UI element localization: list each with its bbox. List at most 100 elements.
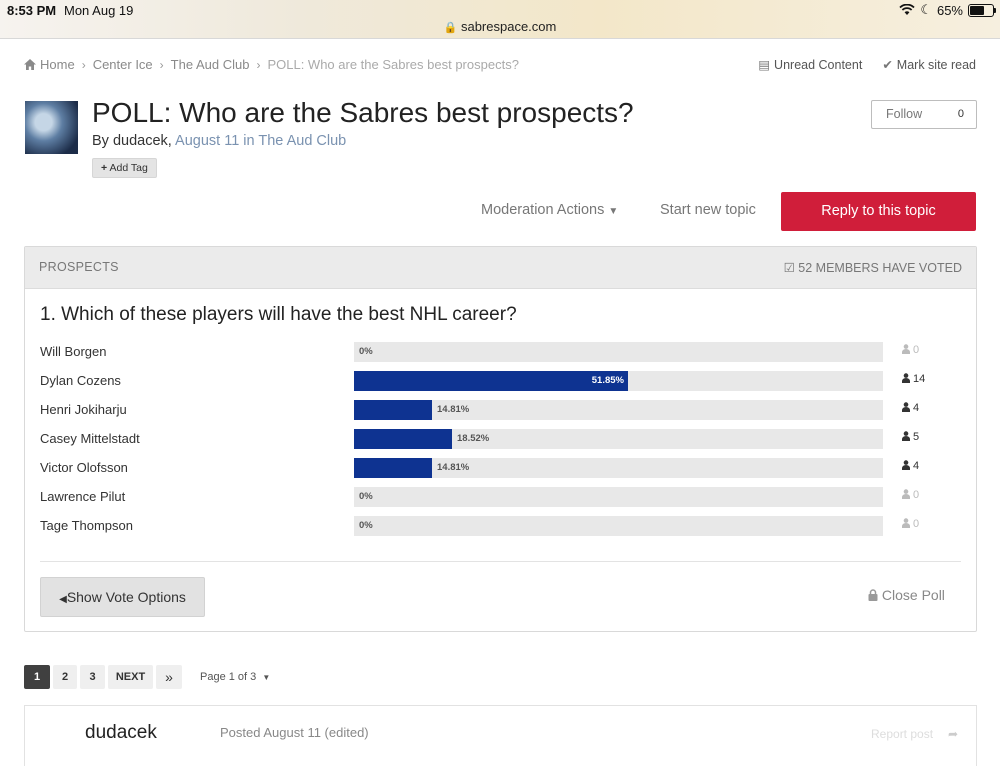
poll-percent-label: 51.85% bbox=[591, 375, 624, 386]
poll-option-name: Lawrence Pilut bbox=[40, 489, 126, 504]
poll-option-row: Henri Jokiharju 14.81% 4 bbox=[40, 400, 970, 420]
home-icon[interactable] bbox=[24, 59, 36, 70]
topic-byline: By dudacek, August 11 in The Aud Club bbox=[92, 133, 347, 149]
plus-icon: + bbox=[101, 162, 108, 174]
post-author[interactable]: dudacek bbox=[85, 722, 157, 743]
poll-option-row: Casey Mittelstadt 18.52% 5 bbox=[40, 429, 970, 449]
chevron-right-icon: › bbox=[159, 57, 164, 72]
breadcrumb-center-ice[interactable]: Center Ice bbox=[92, 57, 153, 72]
author-link[interactable]: dudacek bbox=[112, 133, 168, 149]
poll-header: PROSPECTS ☑ 52 MEMBERS HAVE VOTED bbox=[25, 247, 976, 289]
next-page-button[interactable]: NEXT bbox=[108, 665, 153, 689]
poll-percent-label: 18.52% bbox=[457, 433, 490, 444]
address-bar[interactable]: 🔒 sabrespace.com bbox=[0, 19, 1000, 34]
poll-option-row: Lawrence Pilut 0% 0 bbox=[40, 487, 970, 507]
poll-percent-label: 0% bbox=[359, 346, 373, 357]
poll-bar-fill bbox=[354, 429, 452, 449]
poll-bar-track: 0% bbox=[354, 516, 883, 536]
post-date: Posted August 11 (edited) bbox=[220, 725, 369, 740]
poll-bar-fill bbox=[354, 400, 432, 420]
poll-percent-label: 14.81% bbox=[437, 404, 470, 415]
divider bbox=[40, 561, 961, 562]
poll-option-name: Will Borgen bbox=[40, 344, 107, 359]
poll-vote-count: 0 bbox=[902, 489, 919, 501]
poll-vote-count: 5 bbox=[902, 431, 919, 443]
user-icon bbox=[902, 373, 913, 385]
poll-option-row: Dylan Cozens 51.85% 14 bbox=[40, 371, 970, 391]
poll-title: PROSPECTS bbox=[39, 260, 119, 274]
reply-button[interactable]: Reply to this topic bbox=[781, 192, 976, 231]
follow-button[interactable]: Follow 0 bbox=[871, 100, 977, 129]
user-icon bbox=[902, 431, 913, 443]
poll-vote-number: 4 bbox=[913, 402, 920, 414]
breadcrumb-aud-club[interactable]: The Aud Club bbox=[170, 57, 250, 72]
poll-vote-number: 4 bbox=[913, 460, 920, 472]
poll-vote-number: 0 bbox=[913, 518, 920, 530]
poll-vote-count: 4 bbox=[902, 402, 919, 414]
poll-option-name: Tage Thompson bbox=[40, 518, 133, 533]
poll-vote-count: 0 bbox=[902, 344, 919, 356]
status-date: Mon Aug 19 bbox=[64, 3, 134, 18]
caret-left-icon: ◀ bbox=[59, 594, 67, 605]
unread-content-link[interactable]: ▤ Unread Content bbox=[758, 58, 863, 72]
battery-icon bbox=[968, 3, 996, 17]
author-avatar[interactable] bbox=[25, 101, 78, 154]
post-container bbox=[24, 705, 977, 766]
caret-down-icon: ▼ bbox=[608, 206, 619, 217]
page-1-button[interactable]: 1 bbox=[24, 665, 50, 689]
poll-question: 1. Which of these players will have the … bbox=[40, 304, 517, 325]
poll-option-row: Will Borgen 0% 0 bbox=[40, 342, 970, 362]
status-time: 8:53 PM bbox=[7, 3, 57, 18]
poll-bar-track: 0% bbox=[354, 487, 883, 507]
breadcrumb: Home › Center Ice › The Aud Club › POLL:… bbox=[24, 57, 519, 72]
poll-bar-track: 51.85% bbox=[354, 371, 883, 391]
poll-percent-label: 0% bbox=[359, 491, 373, 502]
breadcrumb-home[interactable]: Home bbox=[40, 57, 75, 72]
status-bar: 8:53 PM Mon Aug 19 🔒 sabrespace.com ☾ 65… bbox=[0, 0, 1000, 39]
page-jump-dropdown[interactable]: Page 1 of 3 ▼ bbox=[200, 671, 271, 683]
top-actions: ▤ Unread Content ✔ Mark site read bbox=[758, 57, 976, 72]
caret-down-icon: ▼ bbox=[262, 673, 271, 682]
poll-option-row: Tage Thompson 0% 0 bbox=[40, 516, 970, 536]
wifi-icon bbox=[899, 4, 915, 16]
poll-bar-track: 18.52% bbox=[354, 429, 883, 449]
last-page-button[interactable]: » bbox=[156, 665, 182, 689]
show-vote-options-button[interactable]: ◀Show Vote Options bbox=[40, 577, 205, 617]
poll-option-name: Casey Mittelstadt bbox=[40, 431, 140, 446]
lock-icon bbox=[868, 587, 882, 603]
report-post-link[interactable]: Report post bbox=[871, 727, 934, 741]
page-2-button[interactable]: 2 bbox=[53, 665, 77, 689]
poll-bar-fill bbox=[354, 458, 432, 478]
user-icon bbox=[902, 344, 913, 356]
checkbox-icon: ☑ bbox=[783, 261, 795, 275]
poll-vote-count: 0 bbox=[902, 518, 919, 530]
poll-option-name: Dylan Cozens bbox=[40, 373, 121, 388]
poll-vote-count: 14 bbox=[902, 373, 925, 385]
chevron-right-icon: › bbox=[256, 57, 261, 72]
page-title: POLL: Who are the Sabres best prospects? bbox=[92, 97, 634, 128]
poll-option-row: Victor Olofsson 14.81% 4 bbox=[40, 458, 970, 478]
topic-date: August 11 bbox=[175, 133, 240, 149]
page-3-button[interactable]: 3 bbox=[80, 665, 105, 689]
url-text: sabrespace.com bbox=[460, 19, 557, 34]
poll-vote-number: 0 bbox=[913, 344, 920, 356]
poll-option-name: Victor Olofsson bbox=[40, 460, 128, 475]
forum-link[interactable]: The Aud Club bbox=[258, 133, 347, 149]
newspaper-icon: ▤ bbox=[758, 58, 771, 72]
close-poll-button[interactable]: Close Poll bbox=[868, 587, 945, 603]
add-tag-button[interactable]: + Add Tag bbox=[92, 158, 157, 178]
battery-percent: 65% bbox=[936, 2, 963, 18]
share-icon[interactable]: ➦ bbox=[948, 727, 959, 741]
poll-vote-number: 14 bbox=[913, 373, 926, 385]
start-new-topic-button[interactable]: Start new topic bbox=[660, 202, 756, 218]
lock-icon: 🔒 bbox=[443, 22, 458, 34]
poll-bar-track: 0% bbox=[354, 342, 883, 362]
poll-vote-count: ☑ 52 MEMBERS HAVE VOTED bbox=[783, 261, 962, 275]
poll-percent-label: 14.81% bbox=[437, 462, 470, 473]
mark-site-read-link[interactable]: ✔ Mark site read bbox=[882, 58, 976, 72]
poll-vote-count: 4 bbox=[902, 460, 919, 472]
status-indicators: ☾ 65% bbox=[899, 2, 996, 18]
user-icon bbox=[902, 518, 913, 530]
moderation-actions-dropdown[interactable]: Moderation Actions ▼ bbox=[481, 202, 619, 218]
breadcrumb-current: POLL: Who are the Sabres best prospects? bbox=[267, 57, 519, 72]
